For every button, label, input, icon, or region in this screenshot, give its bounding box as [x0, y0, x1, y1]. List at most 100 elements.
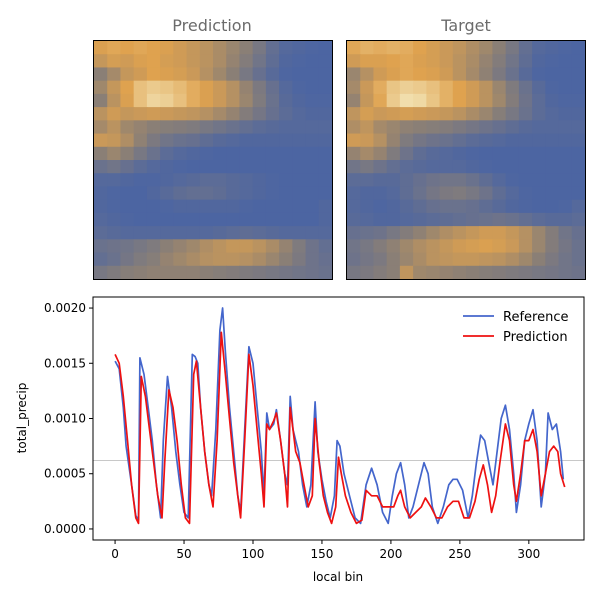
prediction-heatmap-cell: [226, 265, 241, 279]
prediction-heatmap-cell: [305, 80, 320, 95]
prediction-heatmap-cell: [107, 146, 122, 161]
target-heatmap-cell: [532, 107, 546, 121]
prediction-heatmap-cell: [279, 93, 293, 108]
target-heatmap-cell: [479, 54, 494, 69]
target-heatmap-cell: [439, 160, 454, 174]
x-tick-label: 200: [379, 547, 402, 561]
target-heatmap-cell: [545, 120, 560, 135]
prediction-heatmap-cell: [94, 93, 108, 108]
target-heatmap-cell: [505, 186, 520, 201]
prediction-heatmap-cell: [94, 120, 108, 135]
target-heatmap-cell: [466, 212, 480, 227]
prediction-heatmap-cell: [173, 107, 188, 121]
prediction-heatmap-cell: [239, 265, 254, 279]
prediction-heatmap-cell: [94, 80, 108, 95]
prediction-heatmap-cell: [239, 212, 254, 227]
target-heatmap-cell: [373, 173, 388, 188]
prediction-heatmap-cell: [146, 160, 161, 174]
prediction-heatmap-cell: [252, 199, 267, 214]
prediction-heatmap-cell: [239, 173, 254, 188]
prediction-heatmap-cell: [120, 146, 135, 161]
prediction-heatmap-cell: [239, 67, 254, 82]
prediction-heatmap-cell: [160, 93, 174, 108]
prediction-heatmap-cell: [318, 120, 332, 135]
prediction-heatmap-cell: [107, 120, 122, 135]
target-heatmap-cell: [558, 93, 573, 108]
y-axis: 0.0000 0.0005 0.0010 0.0015 0.0020: [44, 301, 93, 536]
prediction-heatmap: [93, 40, 333, 280]
prediction-heatmap-cell: [279, 199, 293, 214]
prediction-heatmap-cell: [173, 173, 188, 188]
prediction-heatmap-cell: [226, 146, 241, 161]
prediction-heatmap-cell: [226, 133, 241, 148]
target-heatmap-cell: [532, 252, 546, 267]
prediction-heatmap-cell: [133, 133, 148, 148]
target-heatmap-cell: [360, 226, 375, 240]
target-heatmap-cell: [558, 160, 573, 174]
prediction-heatmap-cell: [239, 226, 254, 240]
prediction-heatmap-cell: [213, 133, 227, 148]
target-heatmap-cell: [518, 199, 533, 214]
target-heatmap-cell: [492, 107, 507, 121]
prediction-heatmap-cell: [160, 212, 174, 227]
prediction-heatmap-cell: [146, 54, 161, 69]
prediction-heatmap-cell: [265, 146, 280, 161]
prediction-heatmap-cell: [146, 199, 161, 214]
prediction-heatmap-cell: [107, 173, 122, 188]
prediction-heatmap-cell: [305, 199, 320, 214]
prediction-heatmap-cell: [120, 107, 135, 121]
target-heatmap-cell: [413, 160, 427, 174]
target-heatmap-cell: [492, 146, 507, 161]
target-heatmap-cell: [452, 120, 467, 135]
target-heatmap-cell: [505, 199, 520, 214]
prediction-heatmap-cell: [94, 67, 108, 82]
prediction-heatmap-cell: [239, 54, 254, 69]
prediction-heatmap-cell: [279, 80, 293, 95]
target-heatmap-cell: [479, 41, 494, 55]
target-heatmap-cell: [426, 252, 441, 267]
target-heatmap-cell: [505, 239, 520, 254]
prediction-heatmap-cell: [173, 160, 188, 174]
target-heatmap-cell: [466, 265, 480, 279]
target-heatmap-cell: [386, 41, 401, 55]
target-heatmap-cell: [413, 80, 427, 95]
prediction-heatmap-cell: [120, 41, 135, 55]
series-group: [114, 307, 566, 525]
prediction-heatmap-cell: [279, 173, 293, 188]
target-heatmap-cell: [426, 186, 441, 201]
prediction-heatmap-cell: [199, 41, 214, 55]
target-heatmap-cell: [386, 226, 401, 240]
prediction-heatmap-cell: [107, 199, 122, 214]
prediction-heatmap-cell: [199, 107, 214, 121]
prediction-heatmap-cell: [305, 226, 320, 240]
target-heatmap-image: [347, 41, 585, 279]
target-heatmap-cell: [360, 199, 375, 214]
target-heatmap-cell: [452, 80, 467, 95]
prediction-heatmap-cell: [199, 67, 214, 82]
prediction-heatmap-cell: [186, 133, 201, 148]
prediction-heatmap-cell: [199, 226, 214, 240]
prediction-heatmap-cell: [292, 226, 307, 240]
prediction-heatmap-cell: [199, 54, 214, 69]
target-heatmap-cell: [347, 212, 361, 227]
target-heatmap-cell: [426, 107, 441, 121]
prediction-heatmap-cell: [186, 186, 201, 201]
target-heatmap-cell: [347, 67, 361, 82]
prediction-heatmap-cell: [94, 107, 108, 121]
prediction-heatmap-cell: [160, 41, 174, 55]
target-heatmap-cell: [479, 160, 494, 174]
target-heatmap-cell: [479, 226, 494, 240]
prediction-heatmap-cell: [146, 107, 161, 121]
target-heatmap-cell: [545, 173, 560, 188]
prediction-heatmap-cell: [279, 67, 293, 82]
prediction-heatmap-cell: [239, 146, 254, 161]
prediction-heatmap-cell: [305, 173, 320, 188]
target-heatmap-cell: [373, 67, 388, 82]
target-heatmap-cell: [532, 146, 546, 161]
prediction-heatmap-cell: [186, 226, 201, 240]
prediction-heatmap-cell: [318, 67, 332, 82]
prediction-heatmap-cell: [292, 54, 307, 69]
target-heatmap-cell: [505, 146, 520, 161]
